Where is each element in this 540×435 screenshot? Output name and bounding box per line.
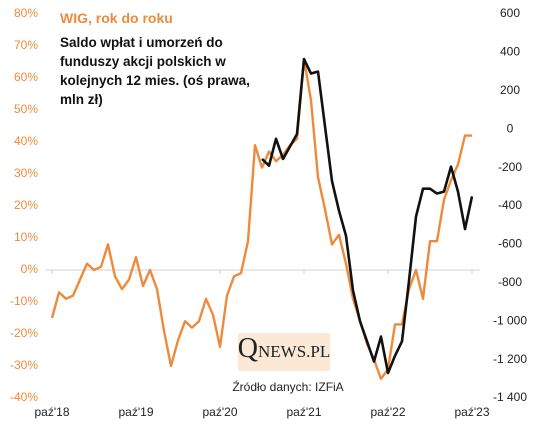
legend-label: Saldo wpłat i umorzeń do funduszy akcji …: [60, 35, 250, 107]
y2-tick-label: 0: [507, 121, 514, 135]
series-line: [50, 57, 472, 380]
y2-tick-label: -800: [498, 275, 522, 289]
y-tick-label: 10%: [14, 230, 38, 244]
legend-black: Saldo wpłat i umorzeń do funduszy akcji …: [60, 35, 250, 107]
y-tick-label: 30%: [14, 166, 38, 180]
y-tick-label: 50%: [14, 102, 38, 116]
y-tick-label: 40%: [14, 134, 38, 148]
y2-tick-label: -400: [498, 198, 522, 212]
legend-label: WIG, rok do roku: [60, 10, 173, 26]
y-tick-label: 20%: [14, 198, 38, 212]
x-tick-label: paź'18: [35, 405, 70, 419]
y2-tick-label: 600: [500, 6, 520, 20]
y-tick-label: 70%: [14, 38, 38, 52]
y2-tick-label: -1 200: [493, 352, 527, 366]
logo-text: QNEWS.PL: [237, 333, 331, 364]
y-tick-label: -30%: [10, 358, 38, 372]
y-tick-label: -20%: [10, 326, 38, 340]
y2-tick-label: -1 400: [493, 390, 527, 404]
y-tick-label: 60%: [14, 70, 38, 84]
logo: QNEWS.PL: [237, 333, 331, 364]
x-tick-label: paź'19: [119, 405, 154, 419]
x-tick-label: paź'21: [287, 405, 322, 419]
legend-orange: WIG, rok do roku: [60, 10, 173, 26]
y2-tick-label: 400: [500, 45, 520, 59]
series-line: [261, 57, 474, 375]
y-tick-label: -40%: [10, 390, 38, 404]
y-tick-label: 80%: [14, 6, 38, 20]
y2-tick-label: 200: [500, 83, 520, 97]
x-tick-label: paź'20: [203, 405, 238, 419]
x-tick-label: paź'22: [371, 405, 406, 419]
y-tick-label: 0%: [21, 262, 39, 276]
x-tick-label: paź'23: [455, 405, 490, 419]
y2-tick-label: -1 000: [493, 313, 527, 327]
y2-tick-label: -200: [498, 160, 522, 174]
y-tick-label: -10%: [10, 294, 38, 308]
logo-box: [238, 333, 330, 371]
source: Źródło danych: IZFiA: [232, 379, 343, 394]
y2-tick-label: -600: [498, 237, 522, 251]
